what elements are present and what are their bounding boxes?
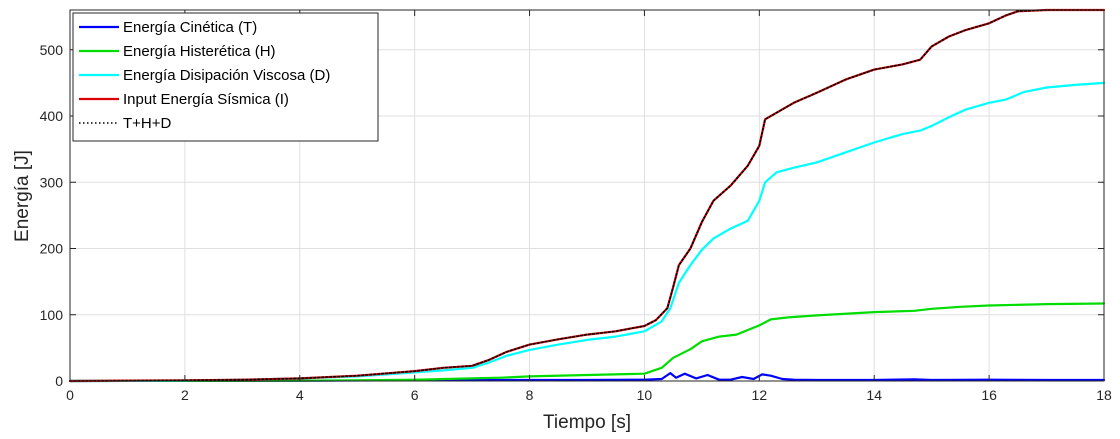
series-line-energia-disipacion-viscosa-d	[68, 81, 1106, 383]
plot-frame	[69, 9, 1105, 382]
series-line-energia-cinetica-t	[68, 372, 1106, 383]
y-tick-label: 300	[40, 174, 64, 190]
x-tick-label: 2	[181, 387, 189, 403]
x-tick-label: 14	[866, 387, 882, 403]
y-axis-label: Energía [J]	[12, 150, 33, 242]
y-tick-label: 0	[55, 373, 63, 389]
series-line-energia-histeretica-h	[68, 302, 1106, 383]
x-tick-label: 6	[411, 387, 419, 403]
legend-box	[72, 12, 379, 142]
x-tick-label: 4	[296, 387, 304, 403]
x-tick-label: 12	[752, 387, 768, 403]
x-tick-label: 0	[66, 387, 74, 403]
legend-label-energia-histeretica-h: Energía Histerética (H)	[123, 43, 276, 60]
x-tick-label: 8	[526, 387, 534, 403]
series-layer	[68, 8, 1106, 383]
y-tick-label: 200	[40, 241, 64, 257]
legend-label-input-energia-sismica-i: Input Energía Sísmica (I)	[123, 91, 289, 108]
legend-label-energia-cinetica-t: Energía Cinética (T)	[123, 19, 257, 36]
series-line-t-h-d	[69, 9, 1105, 382]
y-tick-label: 400	[40, 108, 64, 124]
y-tick-label: 500	[40, 42, 64, 58]
y-axis-ticks: 0 100 200 300 400 500	[40, 42, 1104, 389]
x-tick-label: 18	[1096, 387, 1112, 403]
y-tick-label: 100	[40, 307, 64, 323]
legend-label-t-h-d: T+H+D	[123, 115, 172, 132]
x-tick-label: 10	[637, 387, 653, 403]
x-axis-label: Tiempo [s]	[543, 412, 631, 433]
legend-label-energia-disipacion-viscosa-d: Energía Disipación Viscosa (D)	[123, 67, 330, 84]
x-axis-ticks: 0 2 4 6 8 10 12 14 16 18	[66, 10, 1112, 403]
x-tick-label: 16	[981, 387, 997, 403]
legend: Energía Cinética (T) Energía Histerética …	[72, 12, 379, 142]
